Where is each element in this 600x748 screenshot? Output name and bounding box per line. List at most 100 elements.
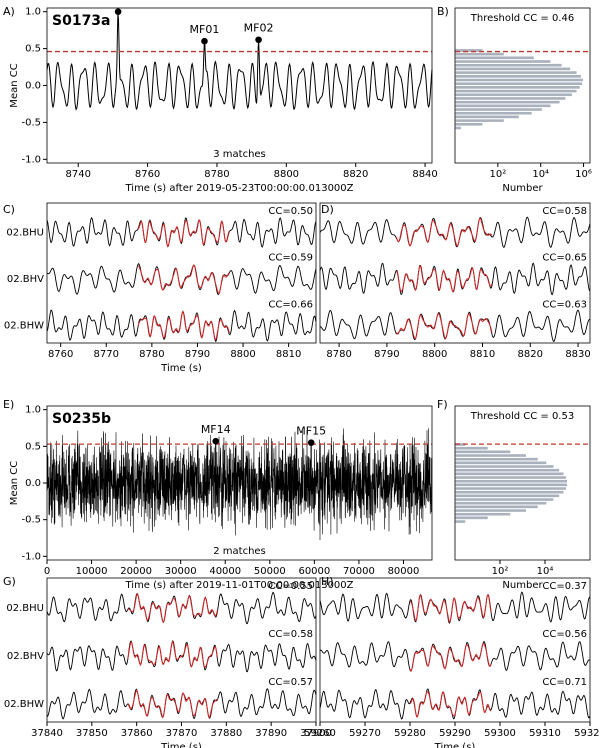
- x-tick-label: 8740: [65, 169, 90, 180]
- station-label: 02.BHV: [7, 274, 44, 285]
- station-label: 02.BHU: [6, 603, 44, 614]
- cc-trace: [46, 12, 433, 111]
- template-waveform: [396, 265, 493, 293]
- station-label: 02.BHW: [4, 699, 44, 710]
- x-tick-label: 8820: [343, 169, 368, 180]
- x-axis-label: Time (s) after 2019-11-01T00:00:00.01300…: [124, 580, 353, 591]
- cc-label: CC=0.59: [268, 253, 313, 264]
- detection-label: MF15: [296, 425, 326, 438]
- x-axis-label: Time (s): [160, 363, 202, 374]
- histogram-bar: [454, 482, 568, 488]
- y-tick-label: -1.0: [21, 154, 41, 165]
- x-tick-label: 59310: [529, 728, 561, 739]
- template-waveform: [127, 640, 218, 668]
- x-tick-label: 50000: [254, 566, 286, 577]
- histogram-bar: [454, 59, 552, 64]
- plot-frame: [319, 577, 591, 723]
- x-tick-label: 8810: [470, 349, 495, 360]
- plot-frame: [454, 405, 591, 561]
- histogram-bar: [454, 445, 489, 451]
- y-axis-label: Mean CC: [9, 461, 20, 505]
- histogram-bar: [454, 110, 533, 116]
- histogram-bar: [454, 478, 568, 484]
- cc-label: CC=0.55: [268, 581, 313, 592]
- histogram-bar: [454, 456, 539, 462]
- histogram-bar: [454, 511, 512, 517]
- detection-point: [255, 36, 262, 44]
- x-tick-label: 8820: [518, 349, 543, 360]
- waveform: [46, 217, 317, 248]
- template-waveform: [409, 642, 492, 672]
- panel-label: D): [321, 203, 334, 216]
- y-tick-label: 1.0: [25, 405, 41, 416]
- waveform: [46, 263, 317, 295]
- template-waveform: [396, 217, 493, 247]
- histogram-bar: [454, 508, 527, 513]
- template-waveform: [137, 219, 230, 248]
- x-tick-label: 37880: [210, 728, 242, 739]
- detection-label: MF02: [244, 22, 274, 35]
- x-tick-label: 10²: [489, 169, 506, 180]
- x-axis-label: Time (s): [160, 742, 202, 748]
- detection-point: [307, 439, 315, 446]
- x-tick-label: 8790: [185, 349, 210, 360]
- station-label: 02.BHW: [4, 321, 44, 332]
- template-waveform: [137, 310, 230, 341]
- x-tick-label: 8810: [276, 349, 301, 360]
- y-tick-label: 0.5: [25, 441, 41, 452]
- histogram-bar: [454, 88, 578, 94]
- x-tick-label: 8760: [135, 169, 160, 180]
- x-tick-label: 10²: [492, 566, 509, 577]
- template-waveform: [409, 594, 492, 623]
- histogram-bar: [454, 96, 567, 101]
- histogram-bar: [454, 118, 505, 123]
- histogram-bar: [454, 467, 561, 473]
- x-tick-label: 40000: [209, 566, 241, 577]
- x-tick-label: 59320: [574, 728, 600, 739]
- detection-point: [201, 37, 208, 45]
- waveform: [319, 309, 591, 342]
- histogram-bar: [454, 85, 581, 90]
- x-tick-label: 30000: [165, 566, 197, 577]
- x-tick-label: 8770: [94, 349, 119, 360]
- histogram-bar: [454, 486, 567, 491]
- histogram-bar: [454, 55, 535, 61]
- y-tick-label: -0.5: [21, 515, 41, 526]
- x-tick-label: 8780: [204, 169, 229, 180]
- histogram-bar: [454, 62, 563, 68]
- histogram-bar: [454, 73, 582, 79]
- histogram-bar: [454, 99, 561, 105]
- x-tick-label: 20000: [120, 566, 152, 577]
- panel-label: C): [3, 203, 15, 216]
- histogram-bar: [454, 453, 527, 458]
- x-tick-label: 0: [44, 566, 50, 577]
- x-tick-label: 8840: [412, 169, 437, 180]
- plot-frame: [319, 202, 591, 344]
- x-tick-label: 10⁶: [575, 169, 592, 180]
- x-tick-label: 8800: [274, 169, 299, 180]
- x-tick-label: 59300: [484, 728, 516, 739]
- plot-frame: [46, 7, 433, 164]
- waveform: [319, 640, 591, 672]
- histogram-bar: [454, 121, 484, 127]
- x-tick-label: 59270: [349, 728, 381, 739]
- histogram-bar: [454, 66, 572, 72]
- histogram-bar: [454, 497, 555, 502]
- x-tick-label: 8800: [422, 349, 447, 360]
- waveform: [46, 688, 317, 720]
- y-tick-label: -1.0: [21, 551, 41, 562]
- plot-frame: [46, 577, 317, 723]
- station-label: 02.BHU: [6, 227, 44, 238]
- x-axis-label: Time (s) after 2019-05-23T00:00:00.01300…: [124, 183, 353, 194]
- template-waveform: [127, 592, 218, 623]
- y-tick-label: -0.5: [21, 117, 41, 128]
- x-tick-label: 8780: [139, 349, 164, 360]
- histogram-bar: [454, 460, 548, 466]
- plot-frame: [454, 7, 591, 164]
- histogram-bar: [454, 77, 585, 83]
- panel-label: B): [437, 5, 449, 18]
- x-tick-label: 8800: [230, 349, 255, 360]
- x-tick-label: 8760: [48, 349, 73, 360]
- waveform: [319, 262, 591, 296]
